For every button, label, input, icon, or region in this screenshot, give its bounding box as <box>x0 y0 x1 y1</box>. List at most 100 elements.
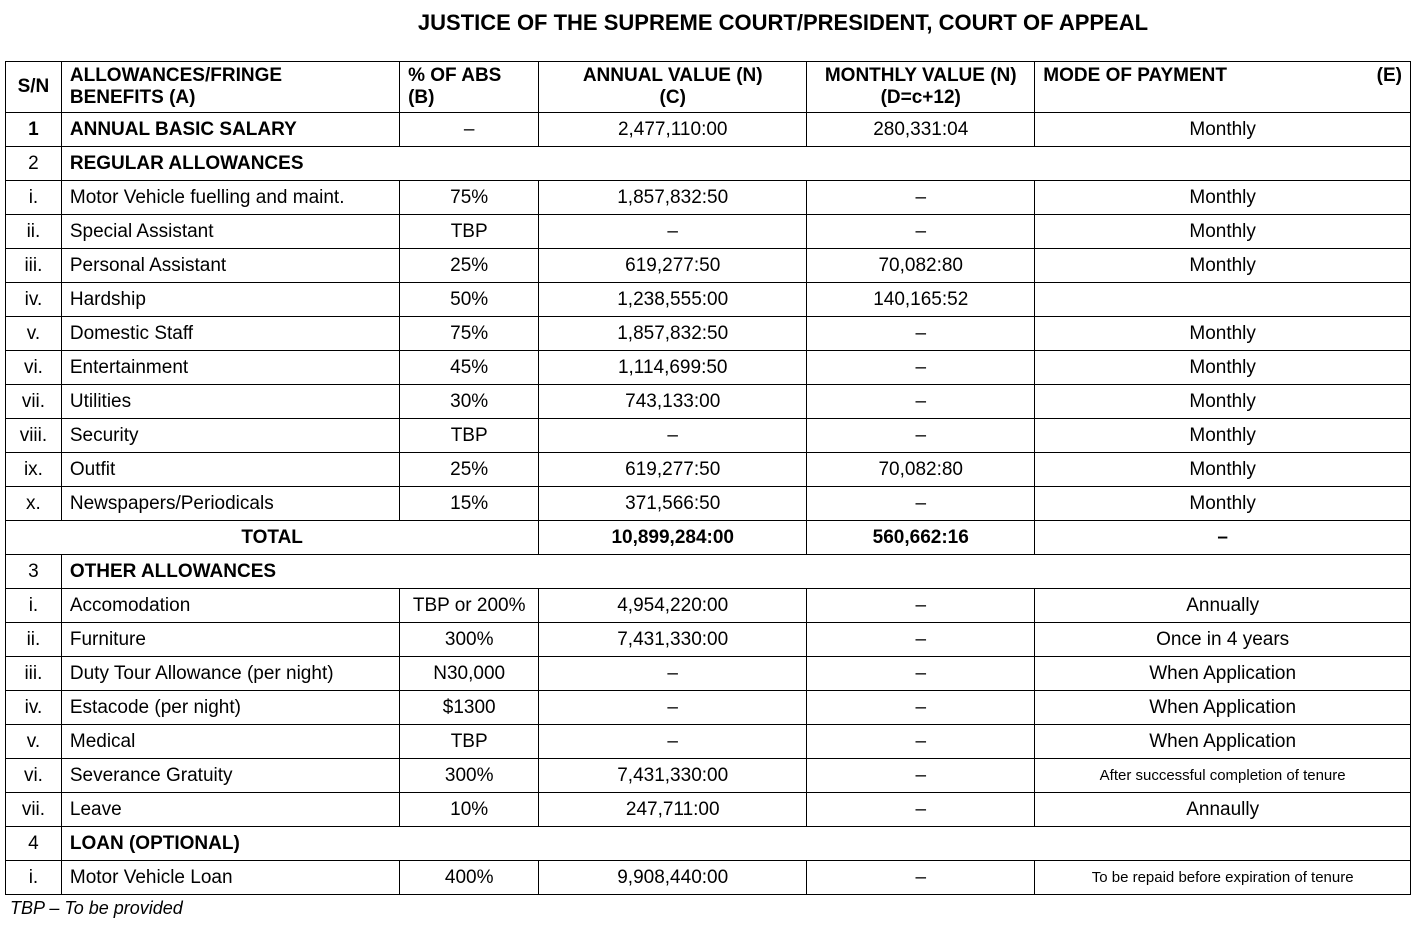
cell-benefit: Motor Vehicle Loan <box>61 861 399 895</box>
cell-mode: When Application <box>1035 725 1411 759</box>
cell-sn: iii. <box>6 249 62 283</box>
table-row: 4LOAN (OPTIONAL) <box>6 827 1411 861</box>
cell-benefit: Severance Gratuity <box>61 759 399 793</box>
section-header: OTHER ALLOWANCES <box>61 555 1410 589</box>
cell-monthly: 70,082:80 <box>807 453 1035 487</box>
cell-annual: – <box>539 725 807 759</box>
cell-benefit: Entertainment <box>61 351 399 385</box>
cell-percent: $1300 <box>400 691 539 725</box>
cell-benefit: Utilities <box>61 385 399 419</box>
cell-percent: 400% <box>400 861 539 895</box>
cell-mode: Annually <box>1035 589 1411 623</box>
cell-mode: When Application <box>1035 657 1411 691</box>
cell-annual: 7,431,330:00 <box>539 759 807 793</box>
table-row: x.Newspapers/Periodicals15%371,566:50–Mo… <box>6 487 1411 521</box>
cell-sn: ix. <box>6 453 62 487</box>
table-row: iii.Personal Assistant25%619,277:5070,08… <box>6 249 1411 283</box>
cell-monthly: – <box>807 215 1035 249</box>
cell-sn: iv. <box>6 691 62 725</box>
cell-monthly: – <box>807 725 1035 759</box>
cell-annual: 2,477,110:00 <box>539 113 807 147</box>
cell-annual: – <box>539 419 807 453</box>
table-row: vi.Severance Gratuity300%7,431,330:00–Af… <box>6 759 1411 793</box>
cell-annual: 1,857,832:50 <box>539 181 807 215</box>
cell-sn: i. <box>6 861 62 895</box>
cell-monthly: – <box>807 759 1035 793</box>
cell-annual: 743,133:00 <box>539 385 807 419</box>
cell-monthly: – <box>807 385 1035 419</box>
cell-mode: To be repaid before expiration of tenure <box>1035 861 1411 895</box>
cell-mode: Monthly <box>1035 351 1411 385</box>
cell-monthly: – <box>807 861 1035 895</box>
cell-sn: vii. <box>6 793 62 827</box>
cell-monthly: – <box>807 351 1035 385</box>
cell-sn: iii. <box>6 657 62 691</box>
cell-benefit: Newspapers/Periodicals <box>61 487 399 521</box>
cell-benefit: Domestic Staff <box>61 317 399 351</box>
footnote: TBP – To be provided <box>5 898 1411 919</box>
table-row: vii.Leave10%247,711:00–Annaully <box>6 793 1411 827</box>
cell-sn: 1 <box>6 113 62 147</box>
cell-mode: Monthly <box>1035 487 1411 521</box>
cell-annual: 9,908,440:00 <box>539 861 807 895</box>
cell-annual: – <box>539 657 807 691</box>
cell-sn: 3 <box>6 555 62 589</box>
table-row: ix.Outfit25%619,277:5070,082:80Monthly <box>6 453 1411 487</box>
cell-sn: iv. <box>6 283 62 317</box>
header-benefit: ALLOWANCES/FRINGEBENEFITS (A) <box>61 62 399 113</box>
cell-annual: – <box>539 215 807 249</box>
cell-monthly: – <box>807 589 1035 623</box>
cell-annual: 371,566:50 <box>539 487 807 521</box>
table-row: i.AccomodationTBP or 200%4,954,220:00–An… <box>6 589 1411 623</box>
cell-benefit: Duty Tour Allowance (per night) <box>61 657 399 691</box>
cell-sn: vi. <box>6 351 62 385</box>
cell-benefit: Security <box>61 419 399 453</box>
cell-percent: – <box>400 113 539 147</box>
cell-mode: Monthly <box>1035 181 1411 215</box>
cell-sn: viii. <box>6 419 62 453</box>
cell-monthly: 280,331:04 <box>807 113 1035 147</box>
header-sn: S/N <box>6 62 62 113</box>
allowances-table: S/NALLOWANCES/FRINGEBENEFITS (A)% OF ABS… <box>5 61 1411 895</box>
cell-percent: 75% <box>400 181 539 215</box>
cell-percent: 45% <box>400 351 539 385</box>
cell-mode: When Application <box>1035 691 1411 725</box>
table-row: 3OTHER ALLOWANCES <box>6 555 1411 589</box>
section-header: REGULAR ALLOWANCES <box>61 147 1410 181</box>
total-annual: 10,899,284:00 <box>539 521 807 555</box>
cell-benefit: ANNUAL BASIC SALARY <box>61 113 399 147</box>
cell-mode: Monthly <box>1035 453 1411 487</box>
cell-annual: 247,711:00 <box>539 793 807 827</box>
cell-monthly: 70,082:80 <box>807 249 1035 283</box>
cell-percent: N30,000 <box>400 657 539 691</box>
cell-annual: 4,954,220:00 <box>539 589 807 623</box>
cell-annual: 1,238,555:00 <box>539 283 807 317</box>
header-monthly: MONTHLY VALUE (N)(D=c+12) <box>807 62 1035 113</box>
table-row: 2REGULAR ALLOWANCES <box>6 147 1411 181</box>
cell-monthly: – <box>807 419 1035 453</box>
cell-annual: – <box>539 691 807 725</box>
cell-mode: Monthly <box>1035 385 1411 419</box>
cell-mode: Annaully <box>1035 793 1411 827</box>
cell-monthly: – <box>807 691 1035 725</box>
cell-benefit: Accomodation <box>61 589 399 623</box>
cell-mode: Monthly <box>1035 113 1411 147</box>
cell-monthly: 140,165:52 <box>807 283 1035 317</box>
cell-monthly: – <box>807 181 1035 215</box>
table-row: iv.Hardship50%1,238,555:00140,165:52 <box>6 283 1411 317</box>
cell-monthly: – <box>807 657 1035 691</box>
table-row: iv.Estacode (per night)$1300––When Appli… <box>6 691 1411 725</box>
cell-benefit: Hardship <box>61 283 399 317</box>
cell-percent: 10% <box>400 793 539 827</box>
cell-benefit: Medical <box>61 725 399 759</box>
cell-mode: Monthly <box>1035 419 1411 453</box>
cell-monthly: – <box>807 793 1035 827</box>
header-percent: % OF ABS (B) <box>400 62 539 113</box>
cell-sn: i. <box>6 589 62 623</box>
cell-percent: TBP <box>400 725 539 759</box>
cell-percent: 25% <box>400 249 539 283</box>
cell-sn: x. <box>6 487 62 521</box>
cell-sn: ii. <box>6 215 62 249</box>
cell-percent: 25% <box>400 453 539 487</box>
document-title: JUSTICE OF THE SUPREME COURT/PRESIDENT, … <box>155 10 1411 36</box>
